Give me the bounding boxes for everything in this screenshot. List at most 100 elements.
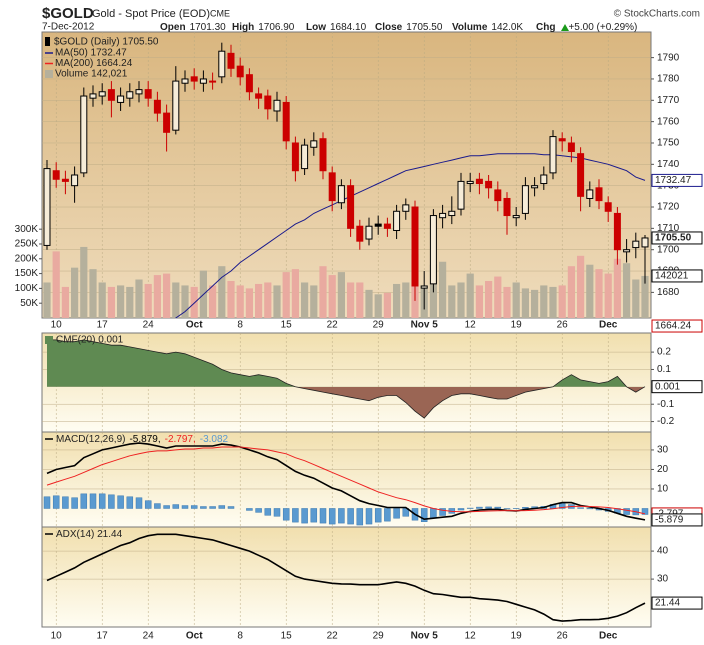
histogram-bar: [273, 508, 281, 517]
histogram-bar: [328, 508, 336, 525]
candle-body: [98, 91, 106, 97]
candle-body: [613, 212, 621, 251]
candle-body: [475, 178, 483, 185]
candle-body: [558, 138, 566, 142]
histogram-bar: [218, 505, 226, 509]
quote: Volume 142.0K: [452, 22, 523, 33]
quote-label: Close: [375, 22, 403, 33]
candle-body: [512, 215, 520, 219]
histogram-bar: [246, 508, 253, 511]
histogram-bar: [172, 504, 180, 509]
value-tag-label: 142021: [655, 271, 689, 282]
x-tick-label: 29: [373, 631, 385, 642]
volume-bar: [402, 282, 410, 318]
histogram-bar: [641, 508, 649, 515]
histogram-bar: [144, 500, 152, 509]
quote-label: Volume: [452, 22, 488, 33]
quote: High 1706.90: [232, 22, 295, 33]
adx-panel: [41, 526, 652, 628]
candle-body: [494, 189, 502, 202]
candle-body: [448, 210, 456, 217]
candle-body: [429, 215, 437, 285]
volume-bar: [485, 280, 493, 318]
volume-bar: [43, 282, 51, 318]
x-tick-label: 12: [465, 631, 477, 642]
symbol: $GOLD: [42, 5, 94, 22]
candle-body: [383, 223, 391, 229]
volume-bar: [144, 283, 152, 318]
y-tick-label: 1680: [657, 287, 680, 298]
histogram-bar: [98, 493, 106, 509]
volume-bar: [135, 279, 143, 318]
x-tick-label: Oct: [186, 320, 203, 331]
volume-bar: [80, 246, 88, 318]
histogram-bar: [384, 508, 391, 522]
legend-title: $GOLD (Daily) 1705.50: [54, 37, 159, 48]
y-tick-label: 0.1: [657, 364, 671, 375]
candle-body: [595, 187, 603, 202]
y-tick-label: 20: [657, 464, 669, 475]
candle-body: [586, 189, 594, 199]
volume-bar: [586, 264, 594, 318]
y-tick-label: 1750: [657, 138, 680, 149]
candle-body: [503, 197, 511, 217]
volume-bar: [163, 273, 171, 318]
candle-body: [163, 112, 171, 133]
price-panel: [41, 31, 652, 319]
volume-bar: [521, 288, 529, 318]
volume-bar: [577, 255, 585, 318]
quote: Close 1705.50: [375, 22, 443, 33]
candle-body: [126, 91, 134, 99]
candle-body: [577, 153, 585, 197]
indicator-line: [46, 442, 646, 521]
x-tick-label: 19: [511, 320, 523, 331]
volume-bar: [347, 282, 355, 318]
volume-bar: [126, 286, 134, 318]
quote-label: Low: [306, 22, 326, 33]
candle-body: [402, 204, 410, 212]
histogram-bar: [374, 508, 382, 523]
candle-body: [107, 89, 115, 101]
x-tick-label: 22: [327, 320, 339, 331]
volume-tick-label: 100K: [15, 283, 39, 294]
histogram-bar: [347, 508, 354, 525]
x-tick-label: 26: [557, 320, 569, 331]
x-tick-label: Dec: [599, 631, 618, 642]
histogram-bar: [292, 508, 299, 523]
volume-tick-label: 50K: [20, 298, 38, 309]
date: 7-Dec-2012: [42, 22, 95, 33]
x-tick-label: Dec: [599, 320, 618, 331]
y-tick-label: 1720: [657, 202, 680, 213]
volume-bar: [218, 266, 226, 318]
value-tag: [651, 380, 703, 394]
candle-body: [144, 89, 152, 99]
volume-bar: [494, 276, 502, 318]
histogram-bar: [209, 506, 216, 509]
candle-body: [172, 80, 180, 131]
macd-panel: [41, 431, 652, 528]
copyright: © StockCharts.com: [614, 9, 700, 20]
volume-bar: [236, 285, 244, 318]
candle-body: [347, 185, 355, 229]
candle-body: [190, 76, 198, 82]
x-tick-label: 26: [557, 631, 569, 642]
value-tag: [651, 596, 703, 610]
candle-body: [264, 95, 272, 110]
volume-bar: [328, 275, 336, 318]
value-tag: [651, 319, 703, 333]
x-tick-label: 29: [373, 320, 385, 331]
candle-body: [310, 140, 318, 148]
histogram-bar: [227, 506, 235, 509]
panel-legend: MACD(12,26,9) -5.879, -2.797, -3.082: [56, 434, 229, 445]
histogram-bar: [80, 493, 88, 509]
histogram-bar: [494, 506, 502, 509]
candle-body: [420, 285, 428, 289]
candle-body: [153, 99, 161, 114]
quote-value: 1706.90: [258, 22, 295, 33]
y-tick-label: 1770: [657, 95, 680, 106]
volume-bar: [475, 285, 483, 318]
candle-body: [328, 172, 336, 202]
candle-body: [291, 142, 299, 172]
legend-entry: Volume 142,021: [55, 69, 128, 80]
